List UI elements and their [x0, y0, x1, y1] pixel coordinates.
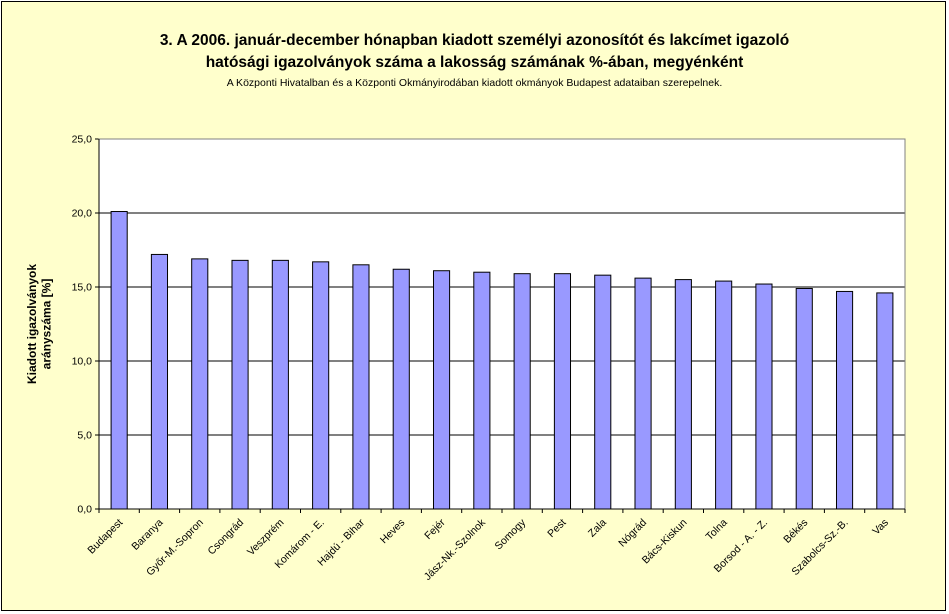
y-tick-label: 10,0 [72, 356, 93, 368]
chart-title-line-2: hatósági igazolványok száma a lakosság s… [205, 54, 744, 71]
x-tick-label: Baranya [129, 517, 165, 553]
y-tick-label: 15,0 [72, 282, 93, 294]
y-tick-label: 0,0 [77, 504, 92, 516]
x-tick-label: Nógrád [616, 517, 649, 550]
bar [312, 261, 330, 510]
y-axis-label-line-1: Kiadott igazolványok [25, 263, 40, 385]
bar [352, 264, 370, 510]
x-tick-label: Somogy [493, 516, 529, 552]
bar [110, 211, 128, 510]
bar [150, 253, 169, 510]
chart-title-line-1: 3. A 2006. január-december hónapban kiad… [159, 32, 790, 49]
y-tick-label: 20,0 [72, 208, 93, 220]
plot-area [99, 139, 905, 509]
bar [392, 268, 410, 510]
bar [755, 283, 773, 510]
x-tick-label: Heves [378, 517, 408, 547]
bar [553, 273, 572, 510]
bar [513, 273, 531, 510]
y-tick-label: 25,0 [72, 134, 93, 146]
x-tick-label: Békés [781, 517, 810, 546]
bar [594, 274, 612, 510]
x-tick-label: Tolna [704, 517, 730, 543]
bar [231, 259, 249, 510]
x-tick-label: Fejér [422, 516, 448, 542]
bar [191, 258, 209, 510]
bar [634, 277, 652, 510]
chart-subtitle: A Központi Hivatalban és a Központi Okmá… [226, 77, 723, 89]
x-tick-label: Veszprém [245, 516, 287, 558]
x-tick-label: Csongrád [205, 517, 246, 558]
y-tick-label: 5,0 [77, 430, 92, 442]
bar [674, 279, 692, 510]
bar [795, 287, 813, 510]
bar [876, 292, 894, 510]
x-tick-label: Zala [586, 517, 609, 540]
bar [271, 259, 289, 510]
bar [715, 280, 733, 510]
y-axis-label-line-2: arányszáma [%] [38, 278, 53, 370]
x-tick-label: Pest [545, 517, 568, 540]
bar [835, 290, 854, 510]
x-tick-label: Vas [870, 517, 891, 538]
bar [473, 271, 491, 510]
x-tick-label: Budapest [85, 517, 125, 557]
bar [432, 270, 451, 510]
